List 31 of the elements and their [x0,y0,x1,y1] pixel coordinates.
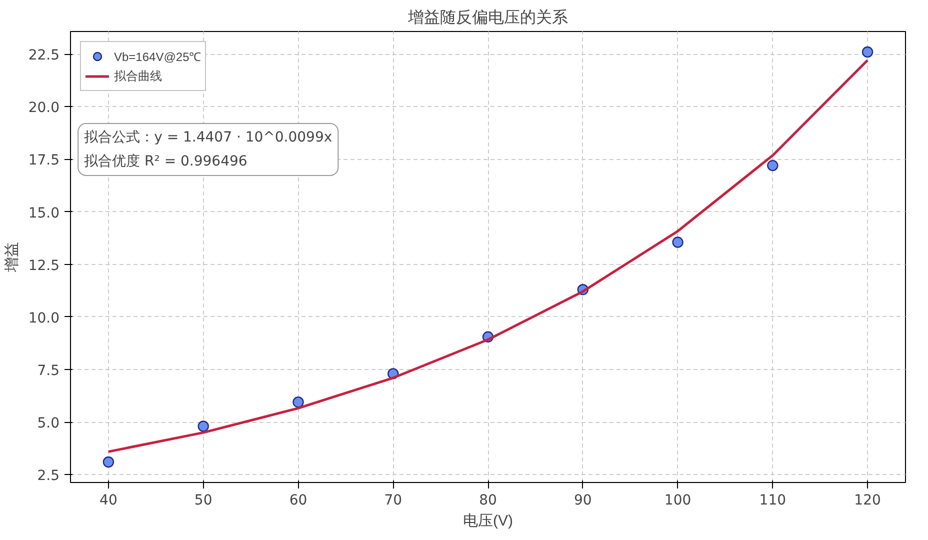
x-tick-label: 80 [479,492,497,508]
x-tick-label: 70 [384,492,402,508]
y-tick-label: 15.0 [28,205,60,222]
x-tick-label: 40 [100,492,118,508]
y-tick-label: 2.5 [37,468,60,484]
legend-label: 拟合曲线 [114,68,162,84]
x-tick-label: 100 [664,492,692,508]
annotation: 拟合公式：y = 1.4407 · 10^0.0099x [84,129,332,146]
x-tick-label: 50 [194,492,212,508]
x-tick-label: 60 [289,492,308,508]
point [672,236,684,248]
x-tick-label: 90 [574,492,592,508]
y-tick-label: 20.0 [28,100,60,116]
legend-label: Vb=164V@25℃ [114,48,202,64]
y-tick-label: 10.0 [28,310,60,326]
point [862,46,874,58]
annotation: 拟合优度 R² = 0.996496 [84,153,248,170]
y-axis-title: 增益 [3,242,20,273]
y-tick-label: 7.5 [37,362,60,379]
point [767,160,778,172]
y-tick-label: 12.5 [28,258,60,274]
y-tick-label: 17.5 [28,152,60,169]
y-tick-label: 22.5 [28,48,60,64]
point [198,420,209,432]
x-tick-label: 110 [759,492,786,508]
x-axis-title: 电压(V) [463,512,513,530]
y-tick-label: 5.0 [37,416,60,432]
point [292,396,304,408]
x-tick-label: 120 [854,492,881,508]
chart-title: 增益随反偏电压的关系 [407,8,568,26]
point [102,456,114,468]
